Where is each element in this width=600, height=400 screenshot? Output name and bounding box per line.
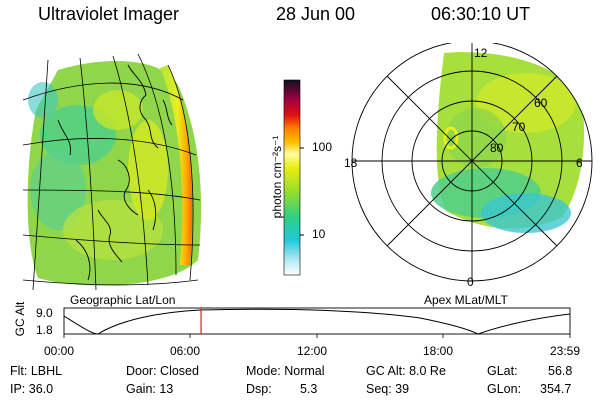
colorbar-unit-label: photon cm⁻²s⁻¹ <box>270 135 284 219</box>
strip-x-ticks <box>63 334 571 338</box>
date-label: 28 Jun 00 <box>276 4 356 24</box>
strip-ytick-1-8: 1.8 <box>36 323 53 337</box>
lat-label-60: 60 <box>534 96 548 110</box>
strip-xtick-0000: 00:00 <box>44 344 75 358</box>
glat-value: 56.8 <box>548 364 573 378</box>
strip-axis-label: GC Alt <box>13 301 27 337</box>
dsp-label: Dsp: <box>246 382 272 396</box>
colorbar-gradient <box>283 79 301 276</box>
orbit-altitude-curve <box>63 308 571 335</box>
mlt-label-0: 0 <box>467 275 474 289</box>
altitude-strip: GC Alt 9.0 1.8 00:00 06:00 12:00 18:00 2… <box>0 290 600 360</box>
polar-image: 12 18 6 0 60 70 80 <box>326 40 596 293</box>
strip-xtick-2359: 23:59 <box>550 344 581 358</box>
strip-xtick-1200: 12:00 <box>297 344 328 358</box>
coastlines <box>57 64 173 281</box>
ip-info: IP: 36.0 <box>10 382 54 396</box>
colorbar-svg <box>283 79 304 276</box>
altitude-strip-svg <box>63 307 571 338</box>
geographic-globe-svg <box>22 53 202 291</box>
polar-aurora <box>431 52 585 233</box>
glon-label: GLon: <box>487 382 522 396</box>
strip-xtick-0600: 06:00 <box>170 344 201 358</box>
polar-svg <box>351 40 593 282</box>
geographic-caption: Geographic Lat/Lon <box>70 293 176 307</box>
glon-value: 354.7 <box>540 382 572 396</box>
strip-ytick-9: 9.0 <box>36 306 53 320</box>
mlt-label-6: 6 <box>576 156 583 170</box>
mode-info: Mode: Normal <box>246 364 325 378</box>
gc-alt-info: GC Alt: 8.0 Re <box>366 364 446 378</box>
time-label: 06:30:10 UT <box>431 4 531 24</box>
colorbar-tick-10: 10 <box>312 227 326 241</box>
strip-frame <box>63 307 571 335</box>
lat-label-80: 80 <box>490 141 504 155</box>
aurora-speckle <box>28 82 168 260</box>
door-info: Door: Closed <box>126 364 199 378</box>
mlt-label-12: 12 <box>474 46 488 60</box>
colorbar: 100 10 photon cm⁻²s⁻¹ <box>258 70 332 290</box>
seq-info: Seq: 39 <box>366 382 410 396</box>
dsp-value: 5.3 <box>300 382 318 396</box>
lat-label-70: 70 <box>512 120 526 134</box>
geographic-image <box>18 40 233 300</box>
apex-caption: Apex MLat/MLT <box>424 293 508 307</box>
colorbar-tick-100: 100 <box>312 140 333 154</box>
strip-xtick-1800: 18:00 <box>423 344 454 358</box>
instrument-title: Ultraviolet Imager <box>38 4 180 24</box>
glat-label: GLat: <box>487 364 518 378</box>
mlt-label-18: 18 <box>344 156 358 170</box>
gain-info: Gain: 13 <box>126 382 174 396</box>
graticule <box>22 53 201 291</box>
filter-info: Flt: LBHL <box>10 364 63 378</box>
globe-limb <box>160 65 193 265</box>
